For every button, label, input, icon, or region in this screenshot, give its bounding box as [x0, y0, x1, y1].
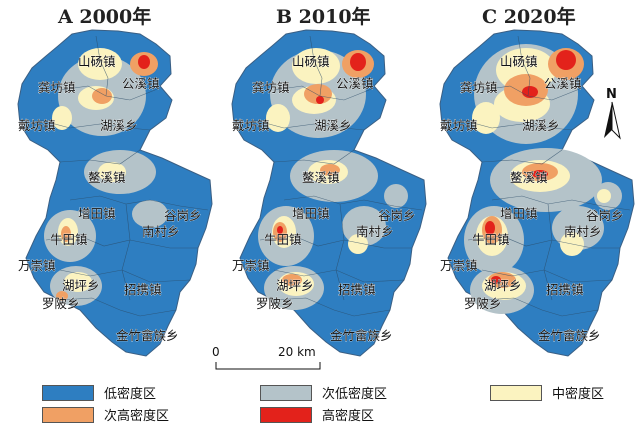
legend-swatch-subhigh: [42, 406, 94, 423]
density-overlay-b: [258, 48, 408, 310]
place-label-daifang: 戴坊镇: [232, 118, 270, 133]
place-label-wanchong: 万崇镇: [440, 258, 478, 273]
place-label-zengtian: 增田镇: [78, 206, 116, 221]
place-label-gugang: 谷岗乡: [164, 208, 202, 223]
place-label-daifang: 戴坊镇: [18, 118, 56, 133]
place-label-huping: 湖坪乡: [62, 278, 100, 293]
place-label-gugang: 谷岗乡: [378, 208, 416, 223]
place-label-niutian: 牛田镇: [264, 232, 302, 247]
place-label-gongxi: 公溪镇: [336, 76, 374, 91]
place-label-zhaoxie: 招携镇: [124, 282, 162, 297]
place-label-huxi: 湖溪乡: [522, 118, 560, 133]
place-label-zhaoxie: 招携镇: [546, 282, 584, 297]
legend-swatch-high: [260, 406, 312, 423]
north-label: N: [606, 87, 617, 102]
legend-label-subhigh: 次高密度区: [104, 409, 170, 424]
north-arrow-icon: N: [604, 87, 621, 140]
place-label-jinzhu: 金竹畲族乡: [330, 328, 393, 343]
legend-swatch-mid: [490, 384, 542, 401]
place-label-jinzhu: 金竹畲族乡: [116, 328, 179, 343]
place-label-nancun: 南村乡: [564, 224, 602, 239]
place-label-shanyang: 山砀镇: [78, 54, 116, 69]
place-label-gongfang: 龚坊镇: [38, 80, 76, 95]
place-label-aoxi: 鳌溪镇: [302, 170, 340, 185]
place-label-zhaoxie: 招携镇: [338, 282, 376, 297]
legend-item-sublow: 次低密度区: [260, 383, 387, 402]
place-label-shanyang: 山砀镇: [292, 54, 330, 69]
scale-bar: 0 20 km: [212, 345, 321, 370]
place-label-luoling: 罗陂乡: [256, 296, 294, 311]
place-label-daifang: 戴坊镇: [440, 118, 478, 133]
map-panel-c: [439, 29, 635, 357]
legend-item-low: 低密度区: [42, 383, 156, 402]
place-label-huping: 湖坪乡: [484, 278, 522, 293]
place-label-gugang: 谷岗乡: [586, 208, 624, 223]
place-label-huxi: 湖溪乡: [314, 118, 352, 133]
scale-label-end: 20 km: [278, 345, 316, 359]
place-label-wanchong: 万崇镇: [232, 258, 270, 273]
place-label-zengtian: 增田镇: [500, 206, 538, 221]
density-overlay-a: [44, 48, 168, 306]
place-label-jinzhu: 金竹畲族乡: [538, 328, 601, 343]
place-label-aoxi: 鳌溪镇: [88, 170, 126, 185]
place-label-luoling: 罗陂乡: [464, 296, 502, 311]
place-label-gongfang: 龚坊镇: [252, 80, 290, 95]
legend-item-mid: 中密度区: [490, 383, 604, 402]
place-label-luoling: 罗陂乡: [42, 296, 80, 311]
density-overlay-c: [464, 44, 622, 314]
place-label-zengtian: 增田镇: [292, 206, 330, 221]
legend-label-low: 低密度区: [104, 387, 157, 402]
scale-label-start: 0: [212, 345, 220, 359]
legend-item-high: 高密度区: [260, 405, 374, 424]
place-label-huxi: 湖溪乡: [100, 118, 138, 133]
place-label-gongxi: 公溪镇: [544, 76, 582, 91]
place-label-huping: 湖坪乡: [276, 278, 314, 293]
legend-swatch-sublow: [260, 384, 312, 401]
map-panel-b: [231, 29, 427, 357]
legend-label-mid: 中密度区: [552, 387, 605, 402]
map-panel-a: [17, 29, 213, 357]
place-label-gongfang: 龚坊镇: [460, 80, 498, 95]
place-label-nancun: 南村乡: [142, 224, 180, 239]
place-label-niutian: 牛田镇: [50, 232, 88, 247]
place-label-aoxi: 鳌溪镇: [510, 170, 548, 185]
place-label-wanchong: 万崇镇: [18, 258, 56, 273]
legend-item-subhigh: 次高密度区: [42, 405, 169, 424]
legend-swatch-low: [42, 384, 94, 401]
place-label-nancun: 南村乡: [356, 224, 394, 239]
legend-label-high: 高密度区: [322, 409, 375, 424]
panel-title-b: B 2010年: [276, 6, 371, 28]
legend-label-sublow: 次低密度区: [322, 387, 388, 402]
place-label-gongxi: 公溪镇: [122, 76, 160, 91]
place-label-shanyang: 山砀镇: [500, 54, 538, 69]
place-label-niutian: 牛田镇: [472, 232, 510, 247]
panel-title-a: A 2000年: [58, 6, 152, 28]
panel-title-c: C 2020年: [482, 6, 576, 28]
